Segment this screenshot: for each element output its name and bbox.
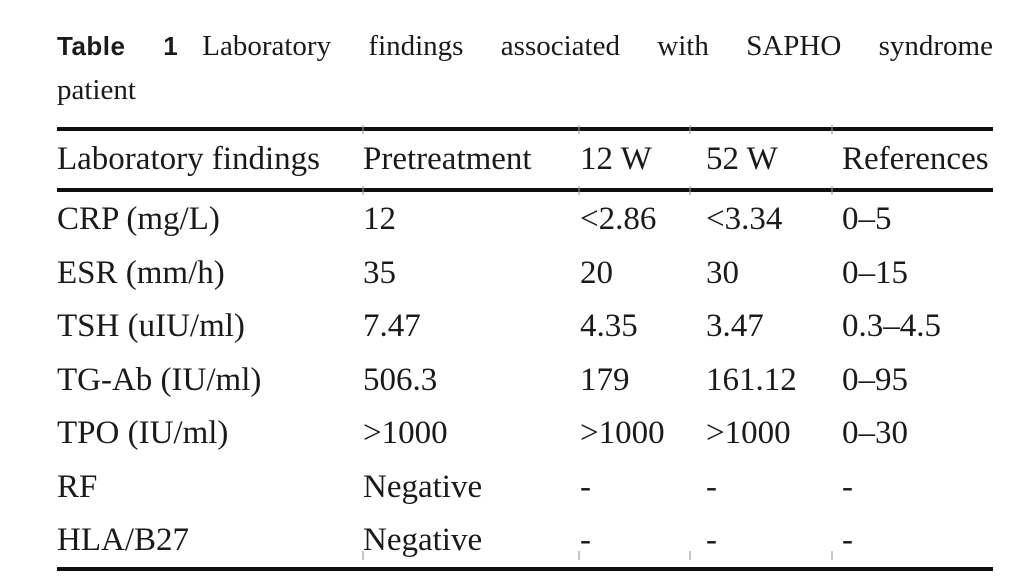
table-row: TPO (IU/ml) >1000 >1000 >1000 0–30 bbox=[57, 406, 993, 460]
cell-value: 0–95 bbox=[842, 361, 908, 398]
rule-tick bbox=[578, 186, 580, 195]
rule-tick bbox=[831, 186, 833, 195]
rule-tick bbox=[689, 186, 691, 195]
cell-value: <3.34 bbox=[706, 201, 783, 238]
rule-tick bbox=[831, 125, 833, 134]
column-header: Laboratory findings bbox=[57, 129, 363, 192]
column-header: 12 W bbox=[580, 129, 706, 192]
cell-value: 35 bbox=[363, 254, 396, 291]
table-row: ESR (mm/h) 35 20 30 0–15 bbox=[57, 246, 993, 300]
table-row: TG-Ab (IU/ml) 506.3 179 161.12 0–95 bbox=[57, 353, 993, 407]
cell-value: - bbox=[842, 468, 853, 505]
cell-value: 506.3 bbox=[363, 361, 438, 398]
cell-value: 3.47 bbox=[706, 308, 764, 345]
rule-tick bbox=[362, 551, 364, 560]
cell-value: 161.12 bbox=[706, 361, 797, 398]
cell-value: 179 bbox=[580, 361, 630, 398]
table-row: RF Negative - - - bbox=[57, 460, 993, 514]
table-caption-line2: patient bbox=[57, 74, 136, 106]
cell-value: 0–30 bbox=[842, 415, 908, 452]
cell-value: Negative bbox=[363, 522, 483, 559]
cell-value: - bbox=[580, 468, 591, 505]
rule-tick bbox=[362, 125, 364, 134]
rule-tick bbox=[578, 551, 580, 560]
rule-tick bbox=[831, 551, 833, 560]
row-label: TG-Ab (IU/ml) bbox=[57, 361, 262, 398]
cell-value: 0–15 bbox=[842, 254, 908, 291]
cell-value: 12 bbox=[363, 201, 396, 238]
cell-value: - bbox=[706, 468, 717, 505]
row-label: HLA/B27 bbox=[57, 522, 189, 559]
row-label: TPO (IU/ml) bbox=[57, 415, 229, 452]
column-header: 52 W bbox=[706, 129, 842, 192]
cell-value: >1000 bbox=[706, 415, 791, 452]
table-row: CRP (mg/L) 12 <2.86 <3.34 0–5 bbox=[57, 190, 993, 246]
cell-value: - bbox=[842, 522, 853, 559]
row-label: ESR (mm/h) bbox=[57, 254, 225, 291]
cell-value: - bbox=[580, 522, 591, 559]
row-label: CRP (mg/L) bbox=[57, 201, 220, 238]
table-row: TSH (uIU/ml) 7.47 4.35 3.47 0.3–4.5 bbox=[57, 299, 993, 353]
row-label: TSH (uIU/ml) bbox=[57, 308, 245, 345]
cell-value: 4.35 bbox=[580, 308, 638, 345]
rule-tick bbox=[689, 125, 691, 134]
cell-value: 0–5 bbox=[842, 201, 892, 238]
column-header: Pretreatment bbox=[363, 129, 580, 192]
table-body: CRP (mg/L) 12 <2.86 <3.34 0–5 ESR (mm/h) 35 20 3… bbox=[57, 190, 993, 569]
table-caption-label: Table 1 bbox=[57, 31, 179, 61]
cell-value: Negative bbox=[363, 468, 483, 505]
table-caption: Table 1 Laboratory findings associated wi… bbox=[57, 24, 993, 112]
cell-value: 7.47 bbox=[363, 308, 421, 345]
cell-value: >1000 bbox=[580, 415, 665, 452]
cell-value: 20 bbox=[580, 254, 613, 291]
cell-value: 0.3–4.5 bbox=[842, 308, 941, 345]
cell-value: 30 bbox=[706, 254, 739, 291]
cell-value: <2.86 bbox=[580, 201, 657, 238]
rule-tick bbox=[689, 551, 691, 560]
rule-tick bbox=[578, 125, 580, 134]
rule-tick bbox=[362, 186, 364, 195]
table-row: HLA/B27 Negative - - - bbox=[57, 513, 993, 569]
cell-value: >1000 bbox=[363, 415, 448, 452]
cell-value: - bbox=[706, 522, 717, 559]
table-caption-text: Laboratory findings associated with SAPH… bbox=[202, 30, 993, 62]
column-header: References bbox=[842, 129, 993, 192]
row-label: RF bbox=[57, 468, 98, 505]
table-caption-line1: Table 1 Laboratory findings associated wi… bbox=[57, 24, 993, 68]
